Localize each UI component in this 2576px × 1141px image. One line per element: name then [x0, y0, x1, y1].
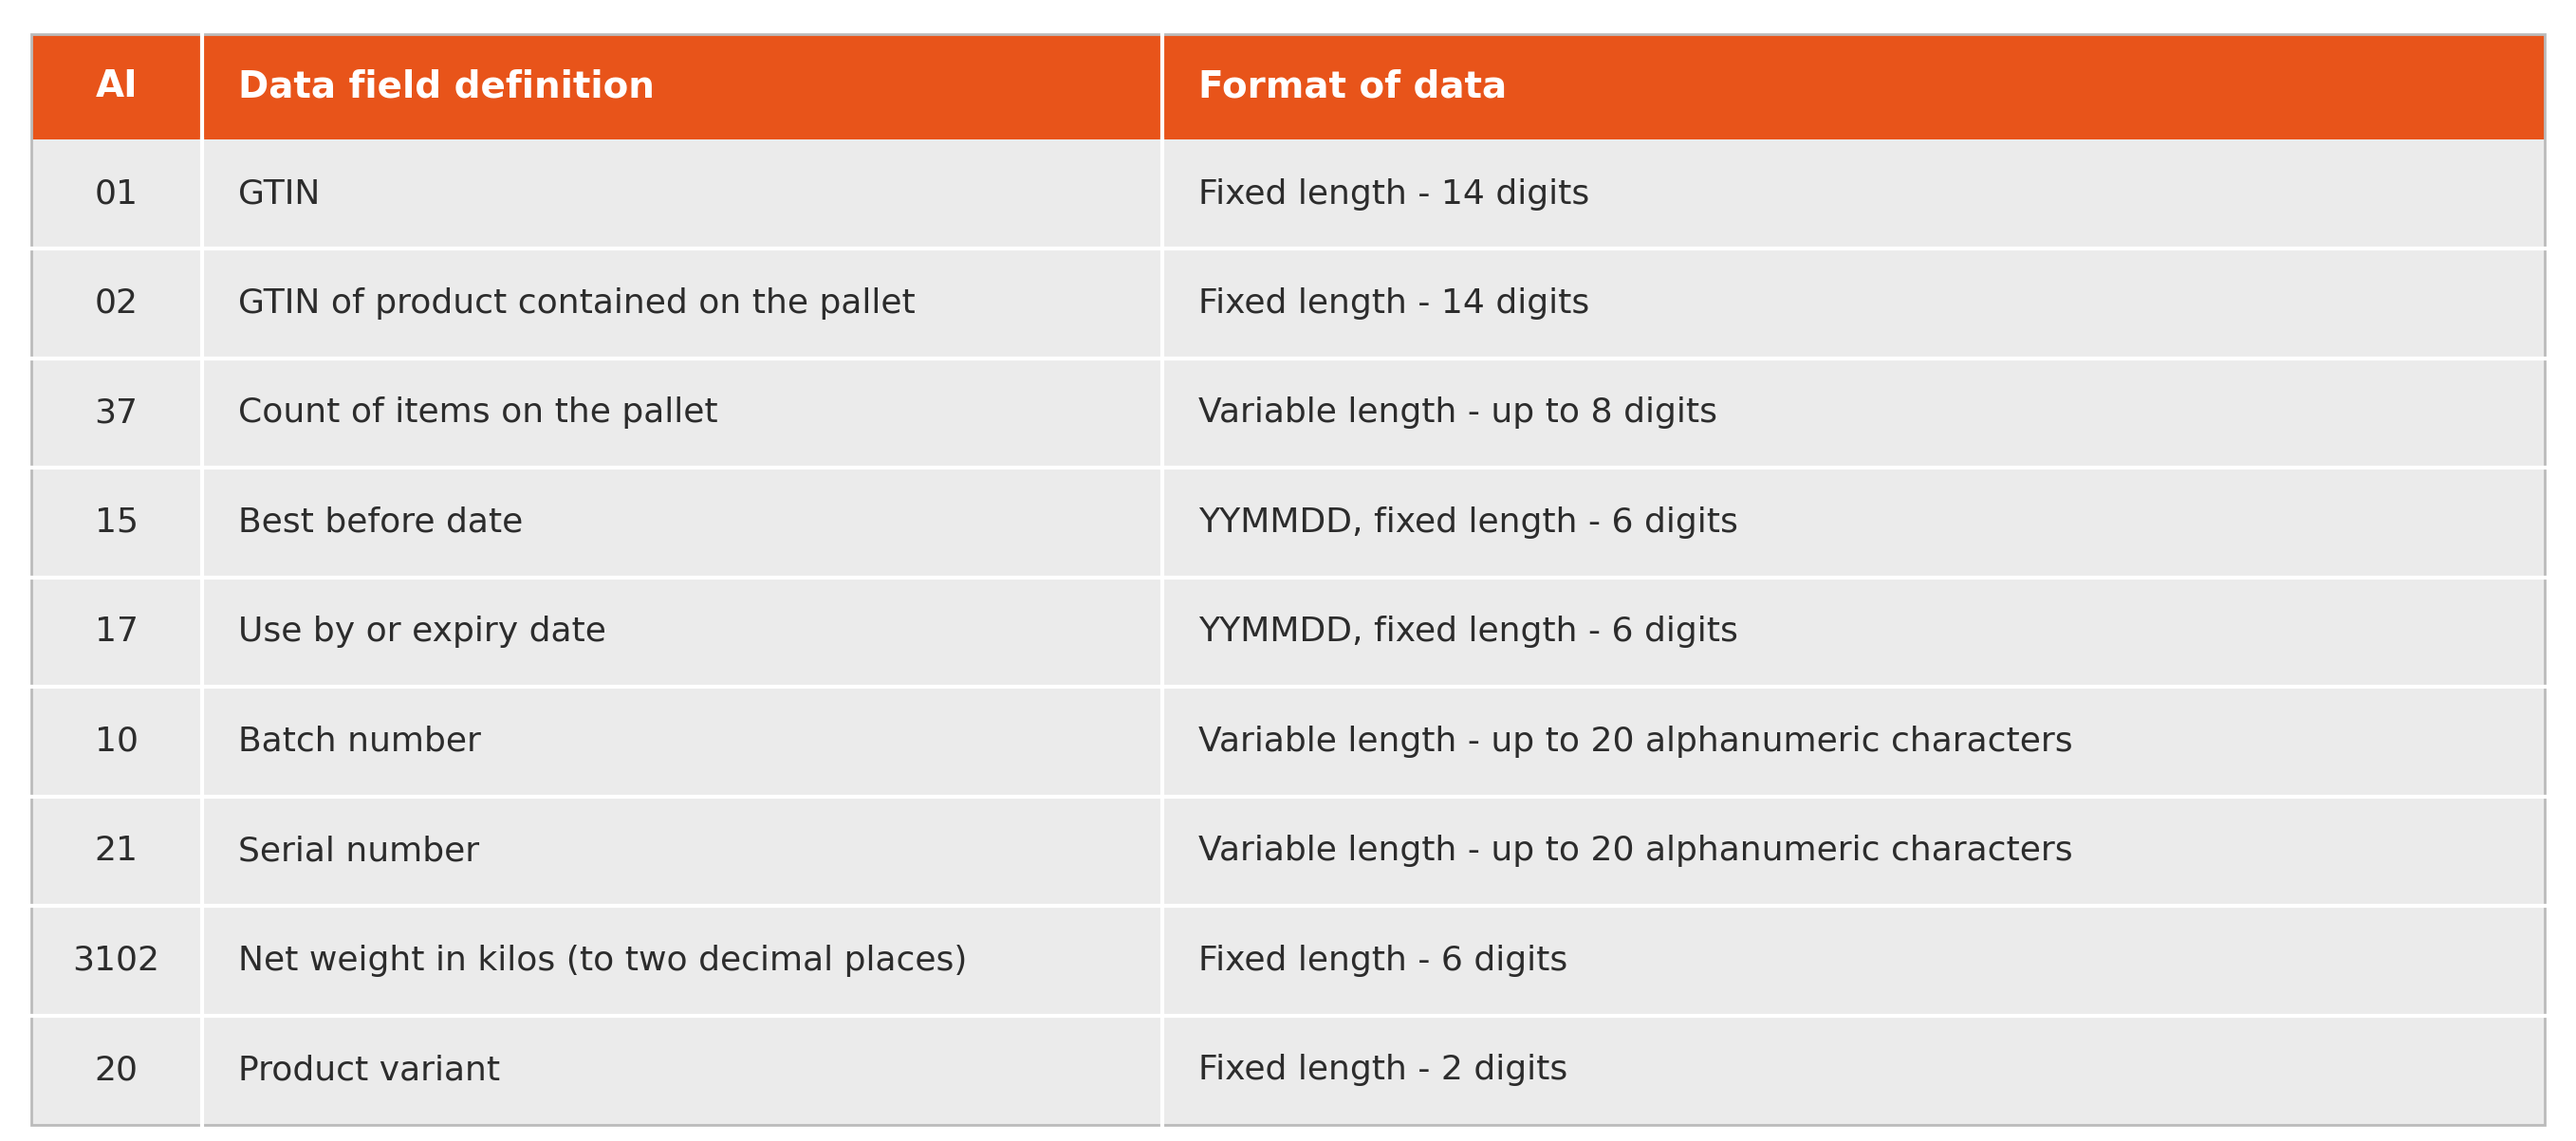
Bar	[201, 249, 1162, 358]
Bar	[201, 34, 1162, 139]
Text: 01: 01	[95, 178, 139, 210]
Text: Fixed length - 2 digits: Fixed length - 2 digits	[1198, 1054, 1569, 1086]
Text: Fixed length - 14 digits: Fixed length - 14 digits	[1198, 178, 1589, 210]
Bar	[31, 1015, 201, 1125]
Text: 15: 15	[95, 507, 139, 539]
Bar	[1162, 34, 2545, 139]
Bar	[201, 577, 1162, 687]
Bar	[201, 1015, 1162, 1125]
Bar	[201, 139, 1162, 249]
Bar	[31, 358, 201, 468]
Text: 17: 17	[95, 616, 139, 648]
Bar	[31, 577, 201, 687]
Text: Count of items on the pallet: Count of items on the pallet	[237, 397, 719, 429]
Text: 20: 20	[95, 1054, 139, 1086]
Text: Fixed length - 14 digits: Fixed length - 14 digits	[1198, 288, 1589, 319]
Bar	[31, 249, 201, 358]
Text: Fixed length - 6 digits: Fixed length - 6 digits	[1198, 945, 1569, 977]
Text: AI: AI	[95, 68, 137, 105]
Bar	[31, 34, 201, 139]
Bar	[201, 796, 1162, 906]
Text: 3102: 3102	[72, 945, 160, 977]
Text: Serial number: Serial number	[237, 835, 479, 867]
Bar	[201, 906, 1162, 1015]
Bar	[31, 139, 201, 249]
Text: Variable length - up to 8 digits: Variable length - up to 8 digits	[1198, 397, 1718, 429]
Text: YYMMDD, fixed length - 6 digits: YYMMDD, fixed length - 6 digits	[1198, 507, 1739, 539]
Bar	[201, 358, 1162, 468]
Text: Net weight in kilos (to two decimal places): Net weight in kilos (to two decimal plac…	[237, 945, 966, 977]
Bar	[1162, 249, 2545, 358]
Bar	[1162, 577, 2545, 687]
Bar	[1162, 1015, 2545, 1125]
Bar	[31, 906, 201, 1015]
Text: GTIN: GTIN	[237, 178, 319, 210]
Bar	[1162, 687, 2545, 796]
Text: YYMMDD, fixed length - 6 digits: YYMMDD, fixed length - 6 digits	[1198, 616, 1739, 648]
Text: Best before date: Best before date	[237, 507, 523, 539]
Bar	[1162, 468, 2545, 577]
Bar	[31, 687, 201, 796]
Text: Variable length - up to 20 alphanumeric characters: Variable length - up to 20 alphanumeric …	[1198, 835, 2074, 867]
Bar	[1162, 139, 2545, 249]
Bar	[31, 796, 201, 906]
Bar	[201, 468, 1162, 577]
Text: GTIN of product contained on the pallet: GTIN of product contained on the pallet	[237, 288, 914, 319]
Text: Batch number: Batch number	[237, 726, 482, 758]
Text: 21: 21	[95, 835, 139, 867]
Text: Format of data: Format of data	[1198, 68, 1507, 105]
Text: Data field definition: Data field definition	[237, 68, 654, 105]
Bar	[1162, 796, 2545, 906]
Bar	[1162, 358, 2545, 468]
Text: 10: 10	[95, 726, 139, 758]
Bar	[201, 687, 1162, 796]
Text: 02: 02	[95, 288, 139, 319]
Bar	[1162, 906, 2545, 1015]
Text: Variable length - up to 20 alphanumeric characters: Variable length - up to 20 alphanumeric …	[1198, 726, 2074, 758]
Text: Use by or expiry date: Use by or expiry date	[237, 616, 605, 648]
Bar	[31, 468, 201, 577]
Text: 37: 37	[95, 397, 139, 429]
Text: Product variant: Product variant	[237, 1054, 500, 1086]
